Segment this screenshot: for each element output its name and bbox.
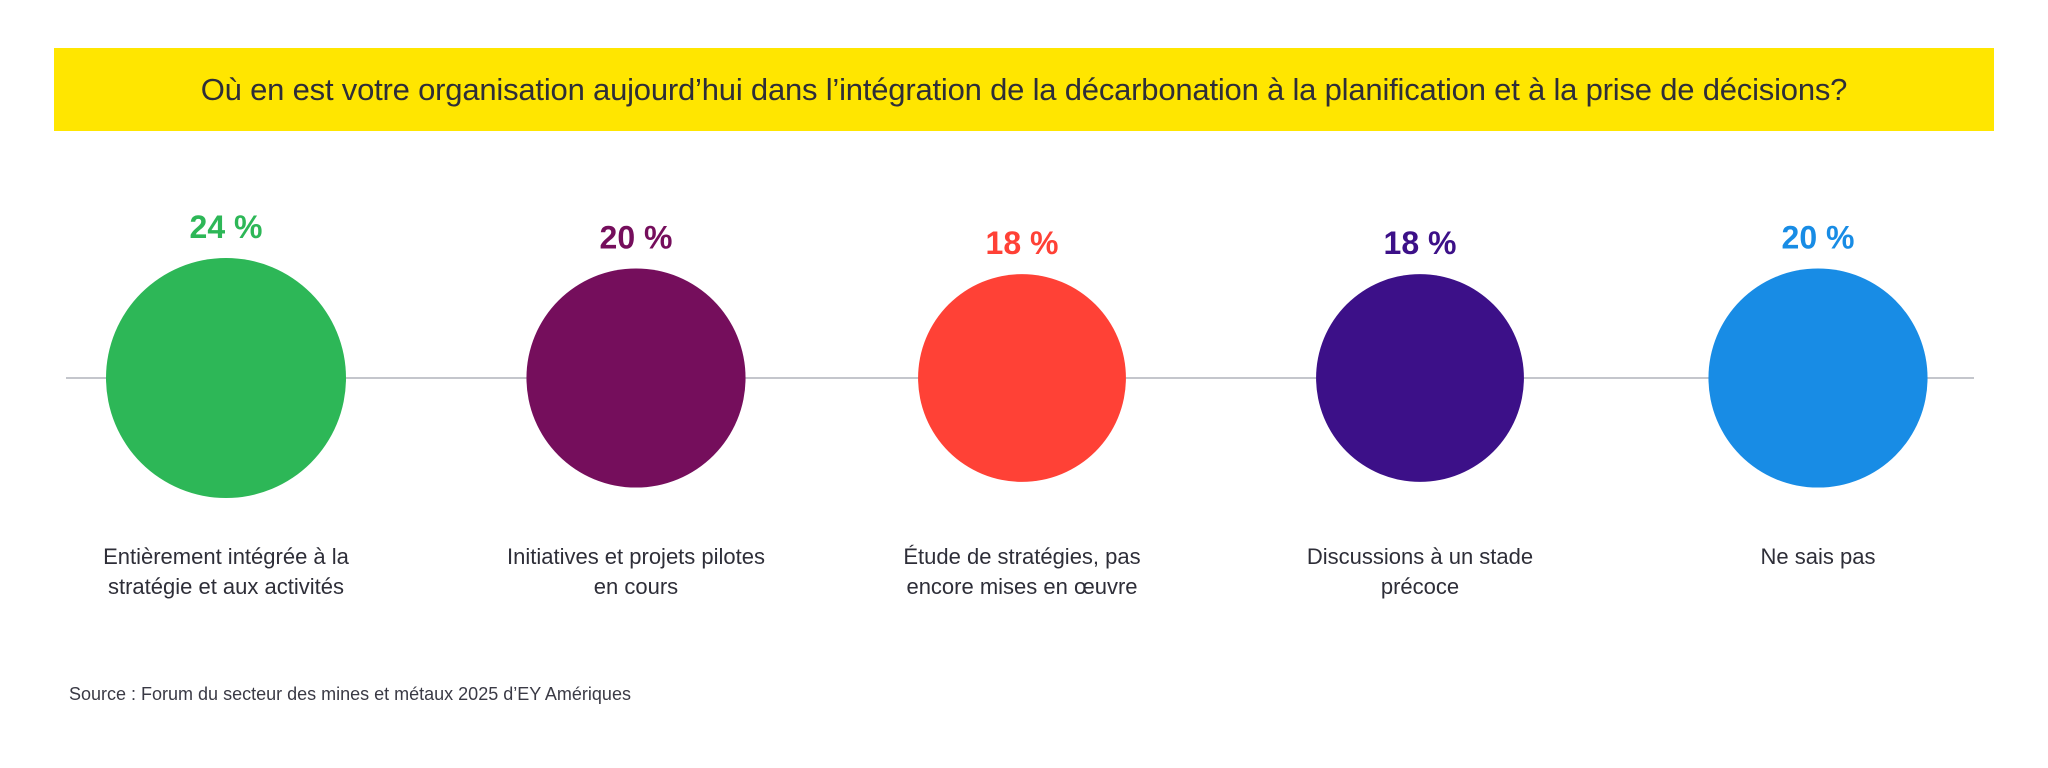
- value-label-4: 18 %: [1384, 225, 1457, 261]
- category-label-2-line-1: Initiatives et projets pilotes: [506, 544, 766, 569]
- category-label-1-line-1: Entièrement intégrée à la: [103, 544, 349, 569]
- category-label-4-line-1: Discussions à un stade: [1306, 544, 1534, 569]
- category-label-3: Étude de stratégies, pas encore mises en…: [852, 542, 1192, 602]
- source-note: Source : Forum du secteur des mines et m…: [69, 684, 631, 704]
- chart-title: Où en est votre organisation aujourd’hui…: [200, 71, 1848, 107]
- category-label-5-line-1: Ne sais pas: [1760, 544, 1876, 569]
- category-label-2-line-2: en cours: [593, 574, 679, 599]
- value-label-5: 20 %: [1782, 219, 1855, 255]
- bubble-2: [526, 268, 746, 488]
- category-label-3-line-1: Étude de stratégies, pas: [903, 544, 1141, 569]
- category-label-5: Ne sais pas: [1648, 542, 1988, 572]
- category-label-2: Initiatives et projets pilotes en cours: [466, 542, 806, 602]
- value-label-1: 24 %: [190, 209, 263, 245]
- bubble-1: [106, 258, 346, 498]
- value-label-2: 20 %: [600, 219, 673, 255]
- bubble-3: [918, 274, 1126, 482]
- category-label-1: Entièrement intégrée à la stratégie et a…: [56, 542, 396, 602]
- category-label-4: Discussions à un stade précoce: [1250, 542, 1590, 602]
- category-label-1-line-2: stratégie et aux activités: [107, 574, 344, 599]
- title-banner: Où en est votre organisation aujourd’hui…: [54, 48, 1994, 131]
- bubble-5: [1708, 268, 1928, 488]
- category-label-4-line-2: précoce: [1380, 574, 1460, 599]
- category-label-3-line-2: encore mises en œuvre: [906, 574, 1138, 599]
- bubble-4: [1316, 274, 1524, 482]
- value-label-3: 18 %: [986, 225, 1059, 261]
